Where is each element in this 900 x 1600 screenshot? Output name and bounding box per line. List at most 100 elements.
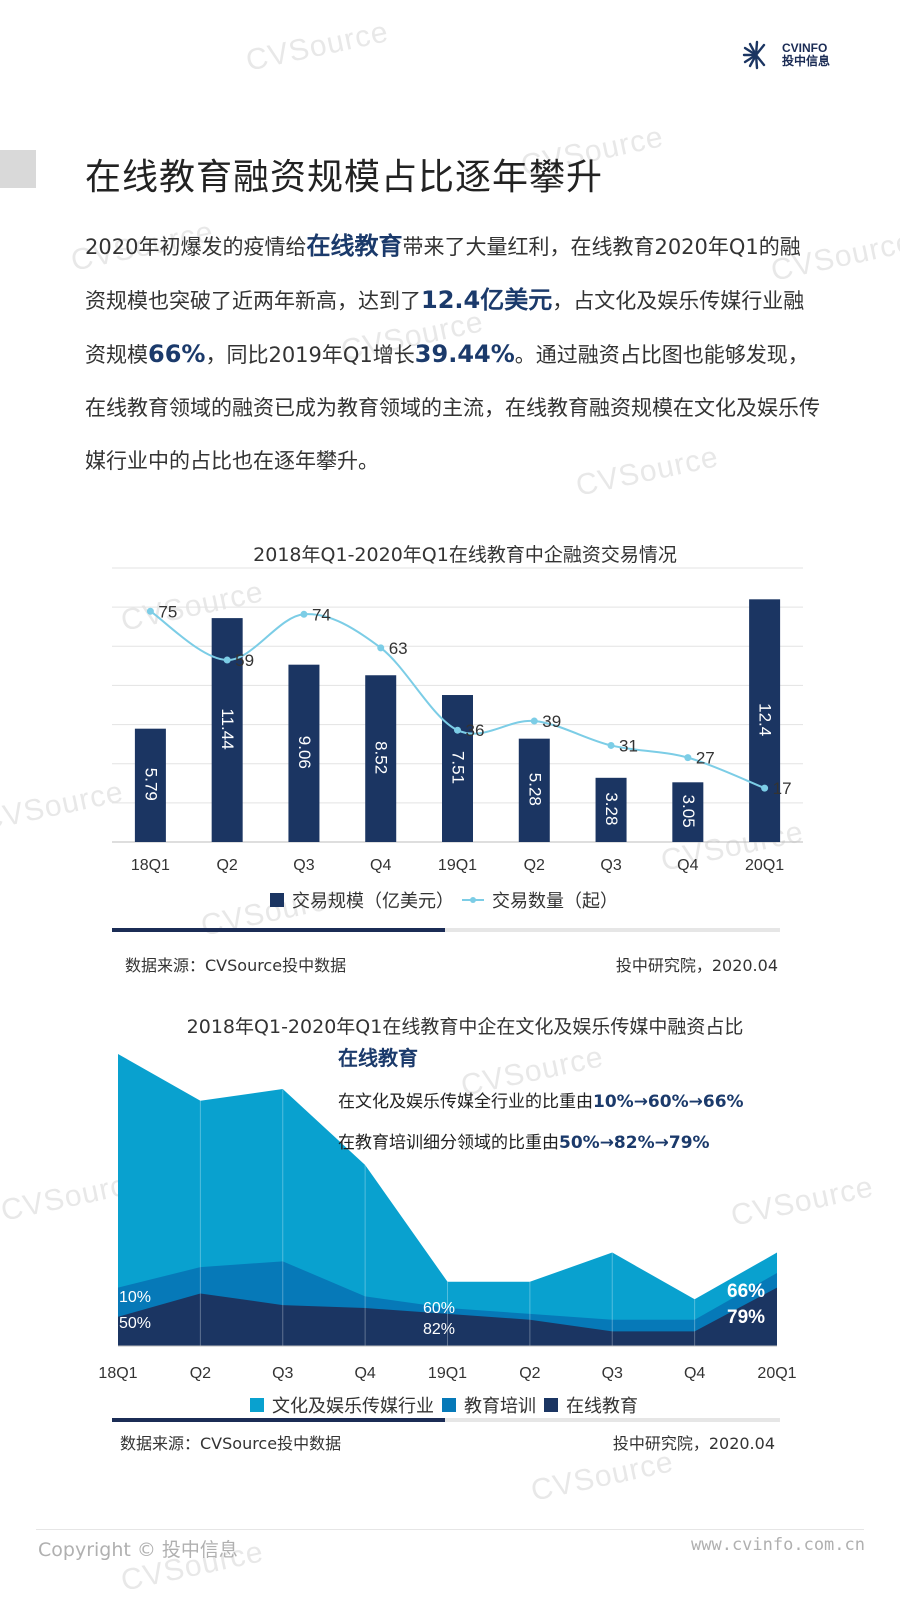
chart2-title: 2018年Q1-2020年Q1在线教育中企在文化及娱乐传媒中融资占比: [186, 1016, 744, 1038]
line-point: [300, 610, 308, 618]
x-tick-label: Q4: [684, 1365, 705, 1382]
bar-value-label: 11.44: [218, 708, 237, 749]
line-point: [223, 656, 231, 664]
intro-paragraph: 2020年初爆发的疫情给在线教育带来了大量红利，在线教育2020年Q1的融资规模…: [85, 232, 820, 473]
divider: [112, 1418, 445, 1422]
x-tick-label: Q3: [272, 1365, 293, 1382]
bar: [518, 738, 550, 842]
annotation-label: 50%: [119, 1315, 151, 1332]
annotation-label: 82%: [423, 1321, 455, 1338]
x-tick-label: 19Q1: [438, 857, 477, 874]
annotation-label: 79%: [727, 1307, 765, 1328]
footer-divider: [36, 1529, 864, 1530]
x-tick-label: Q2: [190, 1365, 211, 1382]
x-tick-label: 18Q1: [98, 1365, 137, 1382]
line-point: [454, 726, 461, 734]
chart2-source: 数据来源：CVSource投中数据: [120, 1434, 342, 1453]
chart2-plot: 18Q1 Q2 Q3 Q4 19Q1 Q2 Q3 Q4 20Q1 10% 50% 60% 82% 66% 7…: [98, 1054, 797, 1382]
x-tick-label: Q4: [370, 857, 391, 874]
legend-online-label: 在线教育: [566, 1396, 638, 1417]
chart1-source: 数据来源：CVSource投中数据: [125, 956, 347, 975]
divider: [445, 1418, 780, 1422]
bar-value-label: 5.28: [525, 773, 544, 806]
area-series: [118, 1287, 777, 1346]
bar-value-label: 8.52: [372, 741, 391, 774]
line-point: [146, 607, 154, 615]
chart1-legend: 交易规模（亿美元） 交易数量（起）: [270, 887, 618, 913]
bar-value-label: 3.05: [679, 795, 698, 828]
line-point: [530, 717, 538, 725]
x-tick-label: 20Q1: [757, 1365, 796, 1382]
legend-line-label: 交易数量（起）: [492, 891, 618, 912]
legend-bar-label: 交易规模（亿美元）: [292, 891, 454, 912]
line-value-label: 75: [158, 602, 177, 621]
line-point: [607, 741, 615, 749]
chart2-credit: 投中研究院，2020.04: [612, 1434, 775, 1453]
bar-value-label: 9.06: [295, 736, 314, 769]
line-value-label: 31: [619, 736, 638, 755]
bar-value-label: 5.79: [141, 768, 160, 801]
x-tick-label: Q2: [216, 857, 237, 874]
legend-online-swatch: [544, 1398, 558, 1412]
chart2-legend: 文化及娱乐传媒行业 教育培训 在线教育: [250, 1392, 638, 1418]
chart1-credit: 投中研究院，2020.04: [615, 956, 778, 975]
line-value-label: 36: [466, 721, 485, 740]
annotation-label: 60%: [423, 1300, 455, 1317]
x-tick-label: Q2: [524, 857, 545, 874]
legend-edu-swatch: [442, 1398, 456, 1412]
bar: [288, 664, 320, 842]
legend-edu-label: 教育培训: [464, 1396, 536, 1417]
line-value-label: 74: [312, 605, 331, 624]
divider: [445, 928, 780, 932]
x-tick-label: Q2: [519, 1365, 540, 1382]
line-value-label: 59: [235, 651, 254, 670]
chart2-note2: 在教育培训细分领域的比重由50%→82%→79%: [338, 1133, 710, 1153]
x-tick-label: Q3: [600, 857, 621, 874]
line-value-label: 27: [696, 749, 715, 768]
x-tick-label: Q3: [602, 1365, 623, 1382]
x-tick-label: Q4: [677, 857, 698, 874]
brand-logo: CVINFO 投中信息: [742, 40, 830, 70]
line-point: [684, 754, 692, 762]
annotation-label: 66%: [727, 1281, 765, 1302]
page-title: 在线教育融资规模占比逐年攀升: [85, 157, 604, 198]
bar: [672, 782, 704, 842]
line-value-label: 17: [773, 779, 792, 798]
chart2-note-title: 在线教育: [338, 1046, 418, 1070]
chart2-note1: 在文化及娱乐传媒全行业的比重由10%→60%→66%: [338, 1092, 744, 1112]
bar: [211, 618, 243, 842]
copyright: Copyright © 投中信息: [38, 1539, 238, 1561]
legend-media-swatch: [250, 1398, 264, 1412]
bar-value-label: 3.28: [602, 792, 621, 825]
annotation-label: 10%: [119, 1289, 151, 1306]
watermark: CVSource: [243, 15, 392, 78]
bar-value-label: 12.4: [756, 703, 775, 736]
series-line: [149, 610, 765, 790]
legend-line-swatch: [462, 897, 484, 903]
logo-sub: 投中信息: [781, 54, 830, 68]
divider: [112, 928, 445, 932]
x-tick-label: Q4: [354, 1365, 375, 1382]
bar: [134, 728, 166, 842]
x-tick-label: Q3: [293, 857, 314, 874]
bar-value-label: 7.51: [449, 751, 468, 784]
line-value-label: 39: [542, 712, 561, 731]
line-point: [761, 784, 769, 792]
x-tick-label: 20Q1: [745, 857, 784, 874]
x-tick-label: 18Q1: [131, 857, 170, 874]
bar: [595, 777, 627, 842]
chart1-plot: 5.79 18Q1 11.44 Q2 9.06 Q3 8.52 Q4 7.51 19Q1 5.28 Q…: [112, 567, 803, 874]
x-tick-label: 19Q1: [428, 1365, 467, 1382]
bar: [442, 695, 473, 842]
line-point: [377, 644, 385, 652]
line-value-label: 63: [389, 639, 408, 658]
legend-bar-swatch: [270, 893, 284, 907]
cvinfo-logo-icon: [742, 40, 766, 70]
logo-name: CVINFO: [781, 41, 828, 55]
bar: [749, 599, 781, 842]
site-url: www.cvinfo.com.cn: [691, 1535, 865, 1555]
watermark: CVSource: [528, 1445, 677, 1508]
legend-media-label: 文化及娱乐传媒行业: [272, 1396, 434, 1417]
bar: [365, 675, 397, 842]
title-decoration: [0, 150, 36, 188]
